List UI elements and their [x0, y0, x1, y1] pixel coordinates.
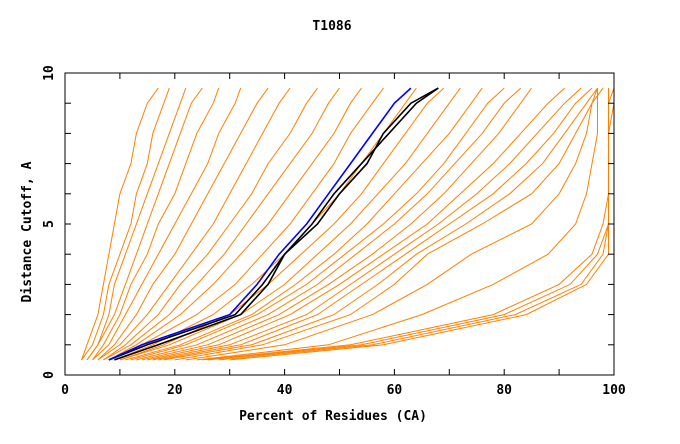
x-tick-label: 0: [61, 383, 69, 398]
x-axis-label: Percent of Residues (CA): [239, 409, 427, 424]
series-line-2: [86, 87, 187, 361]
x-tick-label: 80: [496, 383, 512, 398]
series-line-10: [108, 87, 362, 361]
y-tick-label: 10: [42, 65, 57, 81]
series-line-25: [196, 88, 598, 361]
series-line-4: [92, 87, 220, 361]
series-line-13: [119, 87, 445, 361]
series-line-19: [147, 87, 565, 361]
series-line-20: [152, 87, 582, 361]
series-line-8: [103, 87, 318, 361]
series-line-14: [119, 87, 461, 361]
series-line-21: [158, 87, 593, 361]
series-line-26: [202, 88, 609, 361]
x-tick-label: 40: [277, 383, 293, 398]
x-tick-label: 60: [387, 383, 403, 398]
x-tick-label: 100: [602, 383, 626, 398]
series-line-0: [81, 87, 159, 361]
series-line-6: [97, 87, 269, 361]
series-line-15: [125, 87, 483, 361]
series-line-3: [86, 87, 203, 361]
y-axis-label: Distance Cutoff, A: [20, 161, 35, 302]
series-line-16: [130, 87, 505, 361]
series-line-5: [92, 87, 242, 361]
y-tick-label: 0: [42, 371, 57, 379]
series-line-1: [81, 87, 170, 361]
series-line-11: [108, 87, 384, 361]
series-line-28: [218, 87, 615, 361]
series-line-18: [141, 87, 533, 361]
series-line-7: [97, 87, 291, 361]
series-line-32: [108, 87, 412, 361]
x-tick-label: 20: [167, 383, 183, 398]
series-line-17: [136, 87, 522, 361]
series-line-31: [108, 87, 439, 361]
series-line-23: [174, 87, 604, 361]
chart-title: T1086: [312, 19, 351, 34]
series-line-9: [103, 87, 340, 361]
series-line-22: [163, 87, 598, 361]
y-tick-label: 5: [42, 220, 57, 228]
series-line-24: [185, 87, 598, 361]
series-line-30: [114, 87, 439, 361]
